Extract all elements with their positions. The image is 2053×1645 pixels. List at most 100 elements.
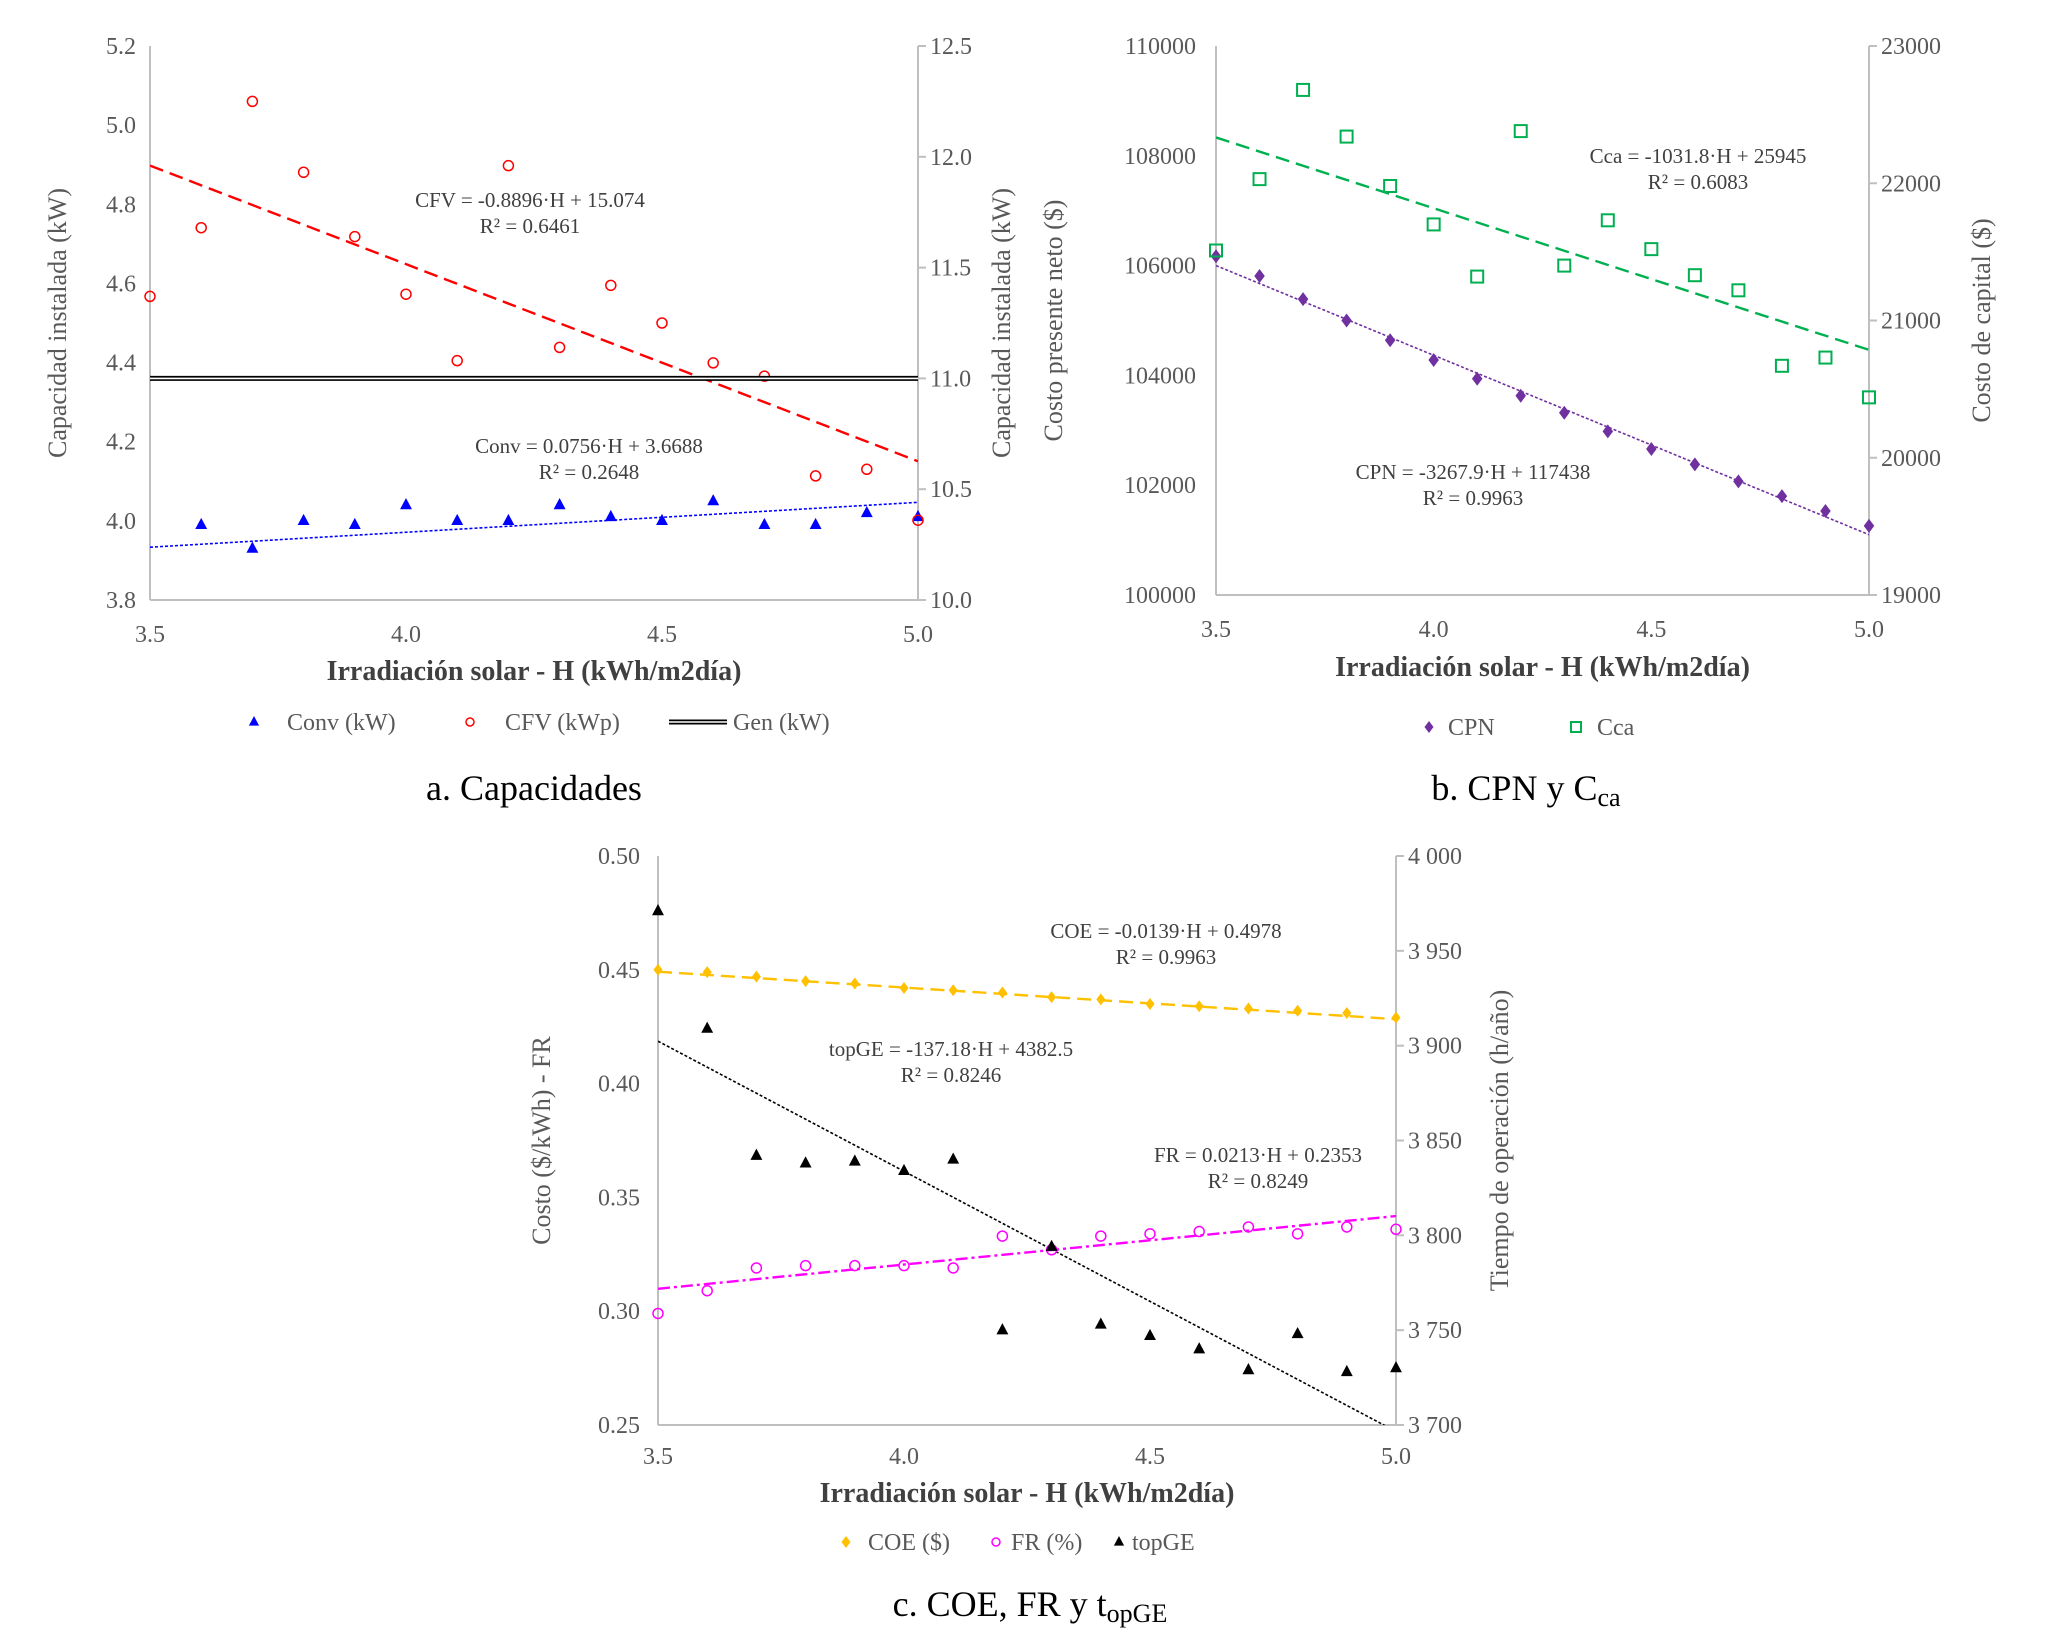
data-point [702, 966, 712, 979]
data-point [1600, 213, 1615, 228]
data-point [653, 963, 663, 976]
x-axis-title: Irradiación solar - H (kWh/m2día) [820, 1478, 1235, 1509]
x-tick-label: 4.5 [647, 622, 677, 648]
caption-text: b. CPN y C [1431, 768, 1597, 808]
series-Cca [1209, 82, 1876, 405]
y-left-tick-label: 104000 [1124, 363, 1196, 389]
data-point [400, 288, 412, 300]
trendline [658, 1214, 1396, 1290]
data-point [801, 975, 811, 988]
data-point [652, 904, 664, 916]
x-tick-label: 3.5 [643, 1444, 673, 1470]
y-left-axis-title: Costo presente neto ($) [1039, 200, 1068, 442]
series-topGE [652, 904, 1402, 1377]
data-point [997, 986, 1007, 999]
data-point [1242, 1221, 1255, 1233]
data-point [996, 1230, 1009, 1242]
data-point [1095, 1230, 1107, 1242]
y-right-tick-label: 10.0 [930, 588, 972, 614]
chart-2: 3.5 4.0 4.5 5.0 0.25 0.30 0.35 0.40 0.45 0.50 3 70… [527, 844, 1514, 1628]
legend-item: Gen (kW) [669, 710, 830, 736]
caption-subscript: ca [1597, 783, 1621, 812]
data-point [996, 1323, 1009, 1335]
legend-label: Cca [1597, 715, 1635, 741]
legend-marker [1424, 721, 1434, 733]
data-point [1193, 1225, 1205, 1238]
legend-item: topGE [1113, 1530, 1195, 1556]
data-point [750, 1262, 763, 1274]
y-left-tick-label: 102000 [1124, 473, 1196, 499]
y-left-tick-label: 5.0 [106, 113, 136, 139]
legend-marker [1113, 1536, 1125, 1546]
data-point [1341, 313, 1352, 328]
data-point [553, 341, 566, 354]
data-point [656, 513, 668, 526]
x-tick-label: 5.0 [903, 622, 933, 648]
y-right-tick-label: 19000 [1881, 583, 1941, 609]
data-point [1384, 333, 1396, 348]
y-right-tick-label: 11.5 [930, 256, 971, 282]
y-left-tick-label: 0.30 [598, 1299, 640, 1325]
data-point [751, 970, 761, 983]
data-point [604, 509, 617, 522]
chart-caption: c. COE, FR y topGE [893, 1584, 1168, 1628]
data-point [1515, 388, 1526, 403]
y-left-tick-label: 100000 [1124, 583, 1196, 609]
data-point [656, 317, 668, 329]
data-point [1731, 283, 1746, 298]
legend-label: CPN [1448, 715, 1495, 741]
x-tick-label: 3.5 [1201, 617, 1231, 643]
y-right-tick-label: 20000 [1881, 446, 1941, 472]
data-point [809, 470, 822, 482]
data-point [246, 541, 259, 553]
trendline [1216, 136, 1869, 352]
trendline-equation: COE = -0.0139·H + 0.4978 [1050, 919, 1281, 943]
data-point [1391, 1011, 1401, 1024]
data-point [1733, 474, 1744, 489]
legend-marker [841, 1536, 851, 1548]
data-point [860, 505, 873, 518]
y-right-tick-label: 3 850 [1408, 1129, 1462, 1155]
data-point [701, 1021, 714, 1033]
data-point [1094, 1317, 1107, 1329]
data-point [605, 279, 617, 292]
y-right-tick-label: 12.0 [930, 145, 972, 171]
x-axis-title: Irradiación solar - H (kWh/m2día) [1335, 652, 1750, 683]
y-left-tick-label: 4.2 [106, 430, 136, 456]
data-point [348, 517, 361, 530]
data-point [349, 230, 361, 243]
data-point [400, 498, 412, 510]
data-point [861, 463, 873, 476]
data-point [195, 517, 208, 530]
data-point [850, 977, 860, 990]
data-point [707, 357, 719, 369]
data-point [1296, 82, 1311, 97]
data-point [1340, 1364, 1353, 1377]
data-point [1426, 217, 1441, 232]
y-right-tick-label: 3 750 [1408, 1318, 1462, 1344]
data-point [1863, 518, 1875, 533]
series-CFV (kWp) [144, 95, 924, 526]
trendline-r2: R² = 0.9963 [1423, 486, 1523, 510]
y-left-axis-title: Capacidad instalada (kW) [43, 188, 72, 458]
data-point [1047, 991, 1057, 1004]
trendline-equation: FR = 0.0213·H + 0.2353 [1154, 1143, 1362, 1167]
chart-caption: b. CPN y Cca [1431, 768, 1621, 812]
data-point [1428, 353, 1439, 368]
data-point [1776, 489, 1788, 504]
legend-item: FR (%) [991, 1530, 1082, 1556]
data-point [898, 1259, 910, 1272]
data-point [1390, 1361, 1402, 1373]
series-COE ($) [653, 963, 1401, 1024]
y-right-tick-label: 4 000 [1408, 844, 1462, 870]
data-point [1559, 405, 1570, 420]
data-point [451, 354, 463, 367]
trendline-equation: topGE = -137.18·H + 4382.5 [829, 1037, 1073, 1061]
y-left-tick-label: 4.8 [106, 192, 136, 218]
data-point [758, 517, 771, 530]
data-point [1293, 1004, 1303, 1017]
trendline-r2: R² = 0.2648 [539, 460, 639, 484]
y-left-tick-label: 0.35 [598, 1185, 640, 1211]
data-point [297, 513, 310, 526]
